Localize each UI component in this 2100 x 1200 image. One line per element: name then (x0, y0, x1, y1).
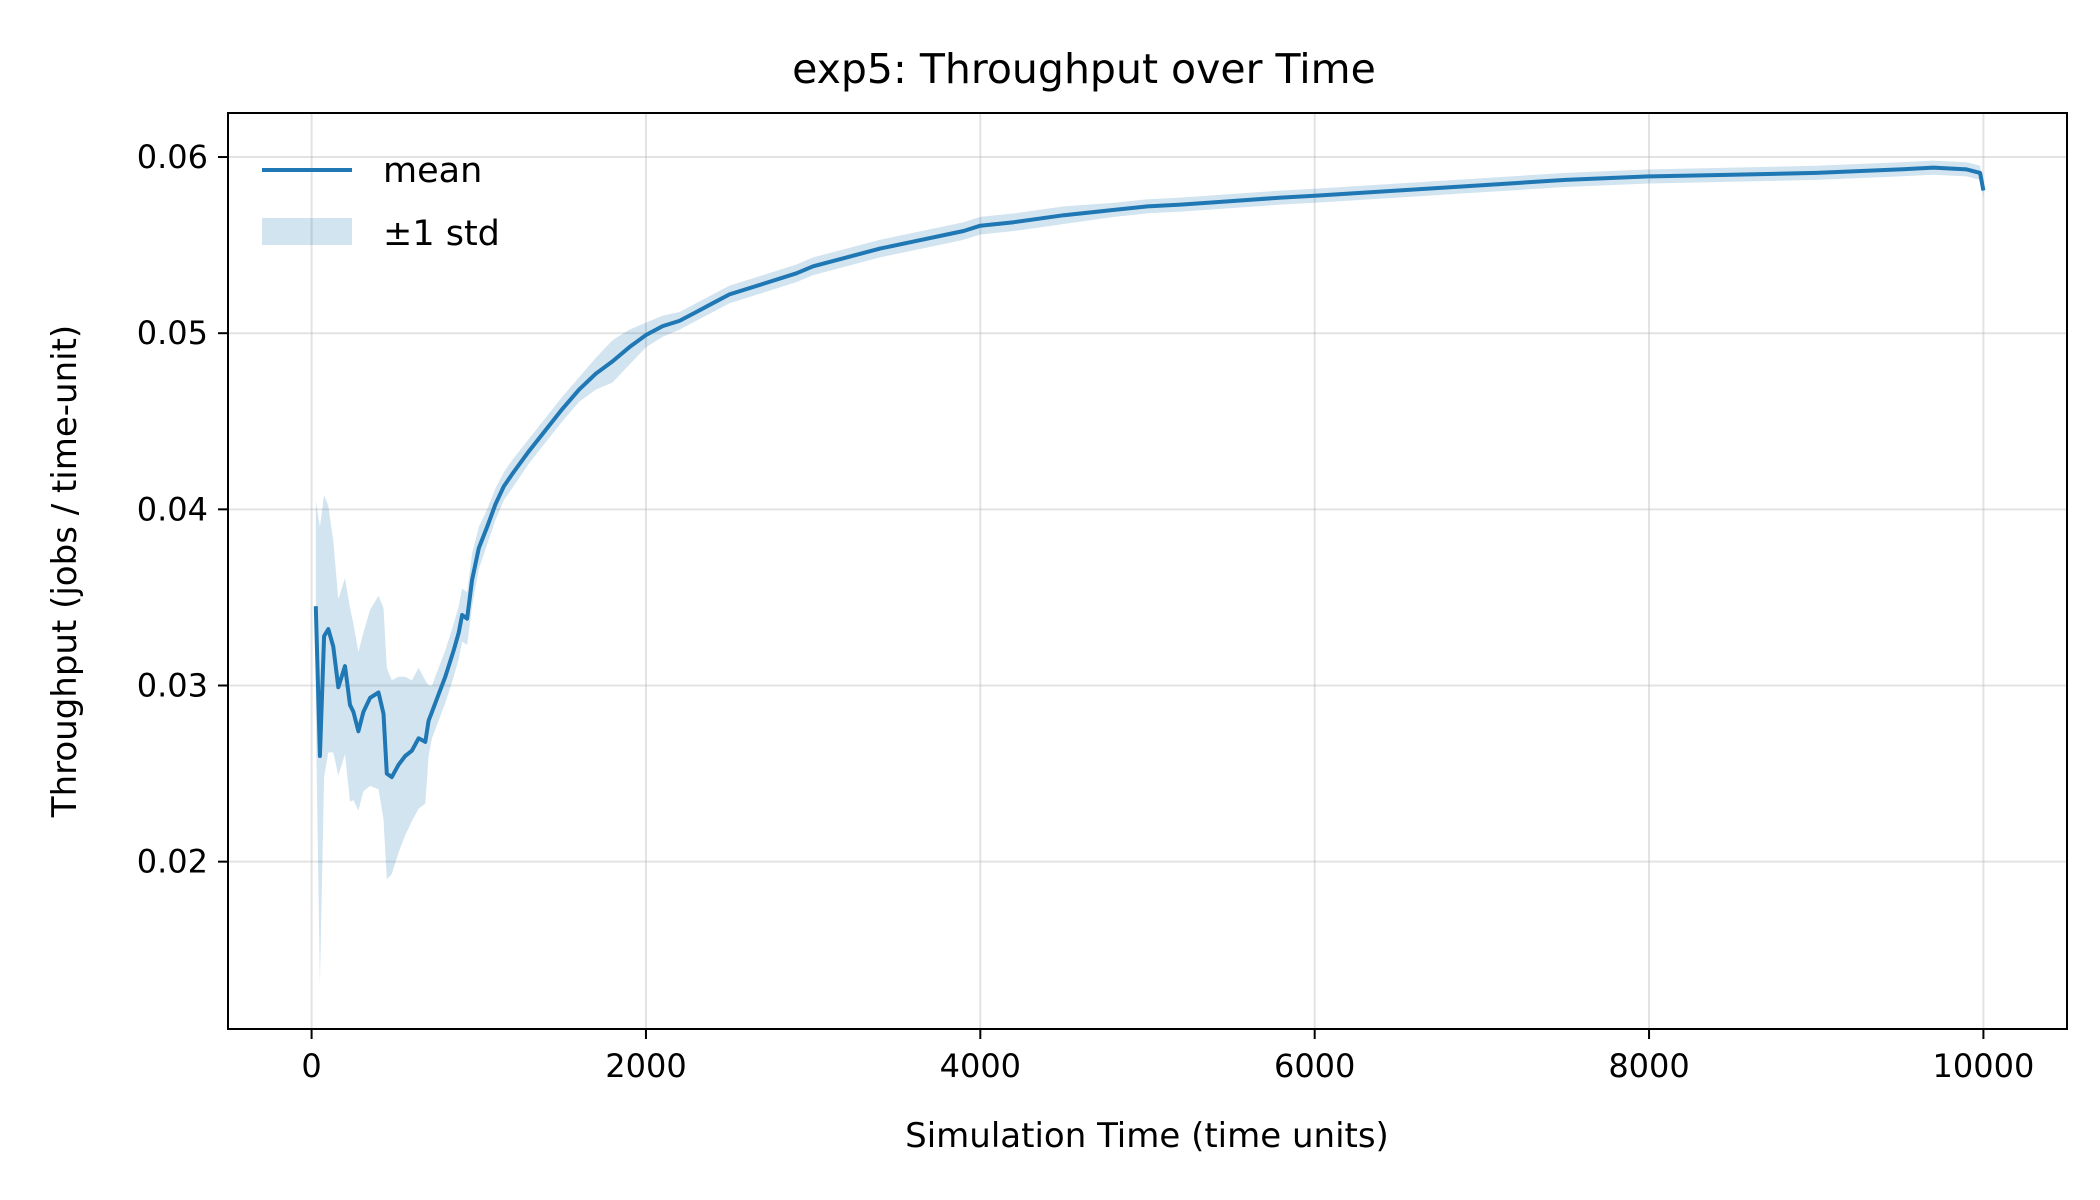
plot-frame (227, 112, 2068, 1030)
x-tick-label: 2000 (605, 1047, 686, 1085)
mean-line (313, 165, 1986, 780)
y-tick-label: 0.03 (137, 667, 208, 705)
legend-band-swatch (262, 218, 352, 245)
x-tick-label: 4000 (940, 1047, 1021, 1085)
legend-label-std: ±1 std (383, 214, 500, 254)
y-tick-label: 0.02 (137, 843, 208, 881)
x-tick-label: 8000 (1608, 1047, 1689, 1085)
x-tick-label: 6000 (1274, 1047, 1355, 1085)
chart-title: exp5: Throughput over Time (792, 45, 1376, 93)
legend: mean ±1 std (262, 151, 500, 254)
y-tick-label: 0.05 (137, 314, 208, 352)
x-axis-label: Simulation Time (time units) (905, 1116, 1389, 1156)
grid (228, 113, 2067, 1029)
y-tick-label: 0.06 (137, 138, 208, 176)
x-tick-label: 0 (301, 1047, 321, 1085)
y-tick-label: 0.04 (137, 490, 208, 528)
x-tick-label: 10000 (1933, 1047, 2035, 1085)
y-axis: 0.02 0.03 0.04 0.05 0.06 (137, 138, 228, 881)
y-axis-label: Throughput (jobs / time-unit) (45, 325, 85, 818)
x-axis: 0 2000 4000 6000 8000 10000 (301, 1029, 2034, 1085)
legend-label-mean: mean (383, 151, 482, 191)
